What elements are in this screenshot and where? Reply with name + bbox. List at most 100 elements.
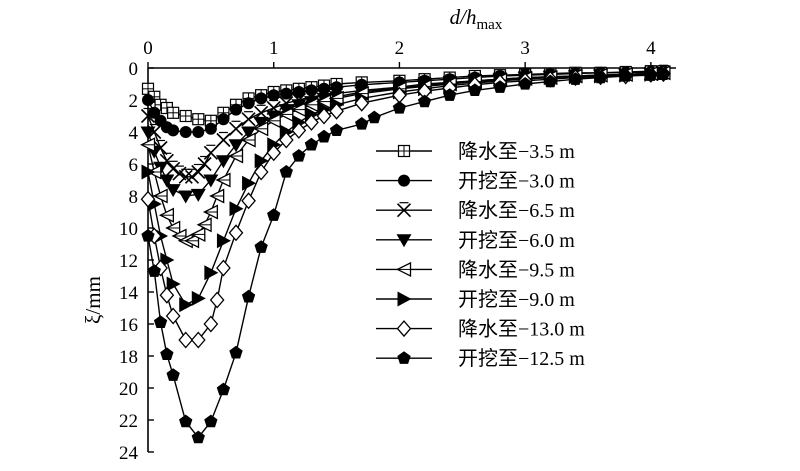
- legend-marker: [396, 234, 412, 248]
- series-2-point: [305, 84, 318, 97]
- legend-marker: [396, 261, 412, 277]
- series-2-point: [192, 126, 205, 138]
- series-8-point: [493, 80, 507, 93]
- y-tick-label: 8: [129, 187, 139, 208]
- y-tick-label: 10: [119, 219, 138, 240]
- y-axis-title: ξ/mm: [81, 276, 105, 324]
- series-7-point: [228, 224, 244, 242]
- series-5-point: [184, 233, 200, 249]
- y-tick-label: 24: [119, 443, 139, 464]
- series-4-point: [140, 126, 156, 140]
- series-5-point: [140, 137, 156, 153]
- series-4-point: [165, 184, 181, 198]
- series-layer: [140, 64, 671, 444]
- legend-entry-7: 降水至−13.0 m: [376, 318, 585, 341]
- x-axis-title-sub: max: [477, 17, 503, 33]
- legend-marker: [396, 202, 412, 218]
- series-4-point: [190, 188, 206, 202]
- series-8-point: [279, 165, 293, 178]
- series-8-point: [160, 347, 174, 361]
- series-8-point: [216, 382, 231, 396]
- series-8-point: [254, 240, 268, 253]
- legend-label: 开挖至−9.0 m: [458, 288, 575, 311]
- series-6-point: [166, 276, 181, 292]
- series-5-point: [265, 113, 281, 129]
- legend-entry-5: 降水至−9.5 m: [376, 258, 575, 281]
- series-8-line: [147, 73, 664, 439]
- series-5-point: [152, 188, 168, 204]
- series-8-point: [593, 70, 608, 84]
- series-8-point: [204, 414, 218, 428]
- series-8-point: [141, 229, 155, 242]
- series-7-point: [209, 291, 225, 309]
- legend-marker: [397, 144, 411, 158]
- series-8-point: [153, 315, 168, 329]
- series-7-point: [329, 102, 344, 120]
- series-8-point: [367, 110, 381, 124]
- legend-entry-4: 开挖至−6.0 m: [376, 229, 575, 252]
- series-5-point: [202, 204, 219, 220]
- series-8-point: [179, 414, 193, 428]
- series-8-point: [644, 68, 658, 81]
- y-tick-label: 0: [129, 59, 139, 80]
- series-8-point: [543, 74, 557, 88]
- series-5-point: [190, 226, 206, 242]
- series-8-point: [304, 137, 319, 151]
- y-tick-label: 18: [119, 347, 138, 368]
- series-7-point: [165, 307, 181, 325]
- series-8-point: [229, 345, 243, 359]
- series-8: [141, 67, 671, 444]
- x-axis-title-main: d/h: [450, 5, 477, 29]
- series-2-point: [255, 92, 268, 105]
- series-2-point: [142, 94, 154, 106]
- legend-label: 降水至−9.5 m: [458, 258, 575, 281]
- series-3-point: [191, 163, 206, 180]
- series-5-point: [165, 220, 181, 236]
- series-3-point: [216, 131, 231, 148]
- legend-entry-8: 开挖至−12.5 m: [376, 347, 585, 370]
- series-7-point: [203, 315, 219, 333]
- legend-label: 降水至−3.5 m: [458, 140, 575, 163]
- series-8-point: [443, 88, 457, 101]
- series-2-point: [230, 103, 242, 116]
- series-8-point: [166, 368, 180, 381]
- series-4-point: [228, 139, 244, 153]
- series-7-point: [266, 144, 282, 162]
- legend-entry-1: 降水至−3.5 m: [376, 140, 575, 163]
- series-2-point: [167, 124, 180, 137]
- series-2-point: [204, 122, 217, 135]
- legend-label: 开挖至−6.0 m: [458, 229, 575, 252]
- series-7-point: [159, 286, 175, 304]
- series-6-point: [191, 290, 206, 306]
- series-7-point: [216, 259, 231, 277]
- series-5-point: [240, 132, 256, 148]
- series-8-point: [392, 101, 407, 114]
- legend: 降水至−3.5 m 开挖至−3.0 m 降水至−6.5 m 开挖至−6.0 m 降水至−…: [376, 140, 585, 370]
- series-6-point: [229, 201, 244, 217]
- x-tick-label: 1: [269, 38, 279, 59]
- series-2-point: [179, 126, 192, 138]
- series-8-point: [568, 72, 583, 85]
- x-tick-label: 2: [395, 38, 405, 59]
- series-7-point: [140, 190, 156, 208]
- series-8-point: [468, 83, 482, 97]
- y-tick-label: 14: [119, 283, 139, 304]
- series-7-point: [304, 113, 319, 131]
- series-1-point: [167, 106, 180, 119]
- series-8-point: [329, 123, 344, 137]
- series-7-point: [178, 331, 194, 349]
- series-6: [141, 66, 671, 313]
- series-7-point: [278, 131, 294, 149]
- series-4-point: [178, 190, 194, 204]
- series-1-point: [179, 109, 192, 123]
- series-4-point: [159, 174, 175, 188]
- series-6-point: [242, 175, 257, 191]
- series-8-point: [317, 129, 331, 143]
- series-8-point: [191, 430, 205, 444]
- x-axis-title: d/hmax: [450, 5, 503, 33]
- series-3-point: [203, 144, 218, 160]
- x-tick-label: 4: [646, 38, 656, 59]
- y-tick-label: 2: [129, 91, 139, 112]
- y-tick-label: 12: [119, 251, 138, 272]
